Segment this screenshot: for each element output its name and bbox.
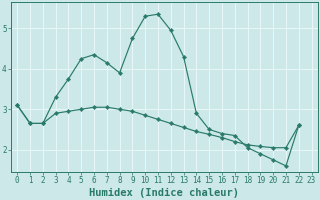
X-axis label: Humidex (Indice chaleur): Humidex (Indice chaleur) [89,188,239,198]
